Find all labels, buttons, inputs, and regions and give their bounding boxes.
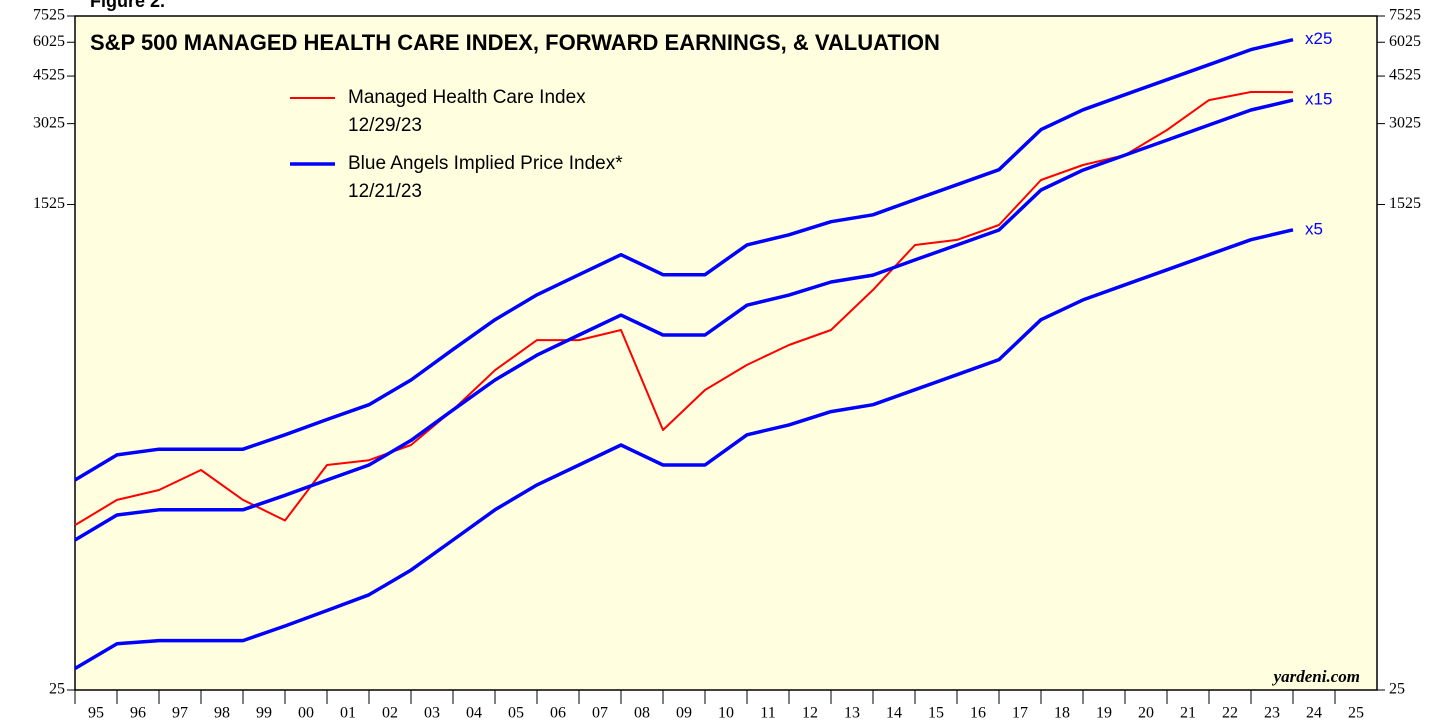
x-tick-label: 25	[1348, 705, 1364, 721]
x-tick-label: 11	[760, 705, 775, 721]
y-tick-label-right: 6025	[1389, 33, 1421, 50]
legend-label: Managed Health Care Index	[348, 87, 586, 108]
line-end-label: x5	[1305, 219, 1323, 238]
x-tick-label: 99	[256, 705, 272, 721]
y-tick-label: 3025	[33, 114, 65, 131]
chart-title: S&P 500 MANAGED HEALTH CARE INDEX, FORWA…	[90, 30, 940, 55]
x-tick-label: 18	[1054, 705, 1070, 721]
x-tick-label: 10	[718, 705, 734, 721]
x-tick-label: 23	[1264, 705, 1280, 721]
legend-date: 12/21/23	[348, 181, 422, 202]
x-tick-label: 98	[214, 705, 230, 721]
x-tick-label: 01	[340, 705, 356, 721]
line-end-label: x15	[1305, 90, 1332, 109]
y-tick-label-right: 7525	[1389, 7, 1421, 24]
x-tick-label: 21	[1180, 705, 1196, 721]
y-tick-label: 25	[49, 681, 65, 698]
y-tick-label-right: 25	[1389, 681, 1405, 698]
y-tick-label: 7525	[33, 7, 65, 24]
figure-label: Figure 2.	[90, 0, 165, 11]
x-tick-label: 95	[88, 705, 104, 721]
x-tick-label: 19	[1096, 705, 1112, 721]
y-tick-label-right: 4525	[1389, 67, 1421, 84]
line-end-label: x25	[1305, 29, 1332, 48]
y-tick-label-right: 3025	[1389, 114, 1421, 131]
x-tick-label: 96	[130, 705, 146, 721]
x-tick-label: 08	[634, 705, 650, 721]
y-tick-label: 1525	[33, 195, 65, 212]
x-tick-label: 15	[928, 705, 944, 721]
x-tick-label: 00	[298, 705, 314, 721]
x-tick-label: 14	[886, 705, 902, 721]
series-line	[74, 91, 1294, 526]
x-tick-label: 12	[802, 705, 818, 721]
x-tick-label: 02	[382, 705, 398, 721]
x-tick-label: 03	[424, 705, 440, 721]
y-tick-label: 6025	[33, 33, 65, 50]
series-line	[74, 98, 1294, 542]
source: yardeni.com	[1272, 667, 1360, 686]
series-line	[74, 37, 1294, 482]
x-tick-label: 16	[970, 705, 986, 721]
x-tick-label: 24	[1306, 705, 1322, 721]
y-tick-label: 4525	[33, 67, 65, 84]
plot-area	[74, 15, 1378, 691]
legend-label: Blue Angels Implied Price Index*	[348, 153, 623, 174]
x-tick-label: 97	[172, 705, 188, 721]
x-tick-label: 05	[508, 705, 524, 721]
x-tick-label: 07	[592, 705, 608, 721]
x-tick-label: 06	[550, 705, 566, 721]
legend-date: 12/29/23	[348, 115, 422, 136]
x-tick-label: 22	[1222, 705, 1238, 721]
x-tick-label: 04	[466, 705, 482, 721]
x-tick-label: 09	[676, 705, 692, 721]
series-line	[74, 228, 1294, 671]
x-tick-label: 13	[844, 705, 860, 721]
y-tick-label-right: 1525	[1389, 195, 1421, 212]
x-tick-label: 20	[1138, 705, 1154, 721]
x-tick-label: 17	[1012, 705, 1028, 721]
